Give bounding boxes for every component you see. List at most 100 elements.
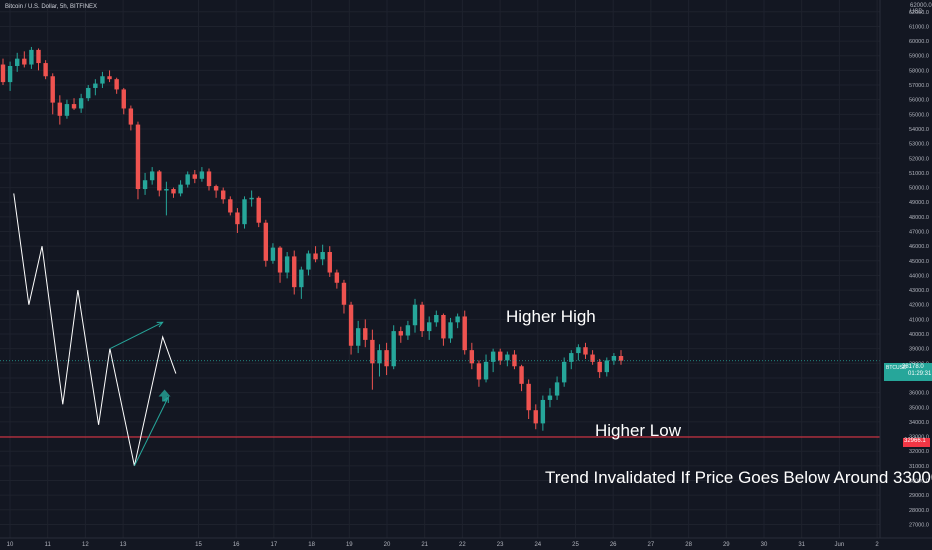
candle-body bbox=[15, 58, 20, 66]
y-tick-label: 62000.0 bbox=[909, 10, 929, 16]
candle-body bbox=[78, 98, 84, 109]
candle-body bbox=[384, 350, 389, 367]
candle-body bbox=[7, 65, 13, 83]
invalidation-label: Trend Invalidated If Price Goes Below Ar… bbox=[545, 468, 932, 487]
x-tick-label: 30 bbox=[761, 542, 768, 548]
x-tick-label: 17 bbox=[271, 542, 278, 548]
x-tick-label: 12 bbox=[82, 542, 89, 548]
candle-body bbox=[597, 361, 602, 373]
y-tick-label: 48000.0 bbox=[909, 215, 929, 221]
candle-body bbox=[221, 190, 226, 200]
candle-body bbox=[611, 356, 617, 361]
y-tick-label: 36000.0 bbox=[909, 391, 929, 397]
y-tick-label: 39000.0 bbox=[909, 347, 929, 353]
candle-body bbox=[320, 252, 325, 260]
y-tick-label: 51000.0 bbox=[909, 171, 929, 177]
y-tick-label: 61000.0 bbox=[909, 24, 929, 30]
candle-body bbox=[462, 316, 467, 351]
candle-body bbox=[107, 76, 112, 80]
candle-body bbox=[469, 350, 475, 364]
higher-high-label: Higher High bbox=[506, 307, 596, 326]
candle-body bbox=[313, 253, 318, 260]
candle-body bbox=[135, 124, 141, 190]
x-tick-label: 11 bbox=[45, 542, 52, 548]
y-tick-label: 60000.0 bbox=[909, 39, 929, 45]
candle-body bbox=[576, 347, 581, 354]
candle-body bbox=[157, 171, 162, 191]
candle-body bbox=[149, 171, 155, 181]
x-tick-label: 31 bbox=[798, 542, 805, 548]
candle-body bbox=[171, 189, 176, 194]
candle-body bbox=[455, 316, 460, 323]
candle-body bbox=[292, 256, 297, 288]
candle-body bbox=[306, 253, 311, 270]
candle-body bbox=[533, 410, 538, 424]
candle-body bbox=[142, 180, 148, 190]
x-tick-label: 23 bbox=[497, 542, 504, 548]
trend-arrow-line[interactable] bbox=[109, 321, 163, 350]
candle-body bbox=[121, 89, 126, 109]
candle-body bbox=[526, 383, 531, 411]
candle-body bbox=[50, 76, 55, 103]
candle-body bbox=[71, 104, 77, 109]
candle-body bbox=[263, 222, 269, 261]
trend-arrow-line[interactable] bbox=[133, 396, 169, 467]
y-tick-label: 46000.0 bbox=[909, 244, 929, 250]
candle-body bbox=[284, 256, 290, 273]
candle-body bbox=[348, 304, 354, 346]
x-tick-label: 15 bbox=[195, 542, 202, 548]
y-tick-label: 49000.0 bbox=[909, 200, 929, 206]
x-tick-label: 27 bbox=[648, 542, 655, 548]
candle-body bbox=[490, 351, 496, 362]
y-tick-label: 59000.0 bbox=[909, 54, 929, 60]
candle-body bbox=[178, 184, 183, 194]
candle-body bbox=[391, 331, 396, 367]
price-axis[interactable]: 27000.0 28000.0 29000.0 30000.0 31000.0 32000… bbox=[909, 10, 929, 529]
candle-body bbox=[405, 325, 411, 336]
candle-body bbox=[36, 49, 41, 64]
trend-arrow-head bbox=[156, 321, 164, 328]
candle-body bbox=[618, 356, 624, 361]
last-price-value: 38178.0 bbox=[902, 364, 924, 370]
y-tick-label: 28000.0 bbox=[909, 508, 929, 514]
y-tick-label: 29000.0 bbox=[909, 493, 929, 499]
candle-body bbox=[483, 361, 489, 380]
candle-body bbox=[57, 102, 63, 116]
time-axis[interactable]: 10 11 12 13 15 16 17 18 19 20 21 22 23 24 25 26 27 28 29 30… bbox=[7, 542, 880, 548]
candle-body bbox=[249, 197, 254, 200]
candle-body bbox=[114, 79, 119, 90]
x-tick-label: Jun bbox=[835, 542, 845, 548]
x-tick-label: 20 bbox=[384, 542, 391, 548]
candle-body bbox=[235, 212, 240, 225]
x-tick-label: 19 bbox=[346, 542, 353, 548]
grid-lines bbox=[0, 0, 880, 538]
candle-body bbox=[270, 247, 276, 261]
currency-label[interactable]: 62000.0 USD bbox=[910, 3, 932, 15]
candle-body bbox=[43, 63, 48, 77]
zigzag-pattern-line[interactable] bbox=[13, 193, 177, 466]
y-tick-label: 33000.0 bbox=[909, 435, 929, 441]
candle-body bbox=[341, 282, 347, 305]
x-tick-label: 21 bbox=[421, 542, 428, 548]
x-tick-label: 16 bbox=[233, 542, 240, 548]
y-tick-label: 45000.0 bbox=[909, 259, 929, 265]
candle-body bbox=[355, 328, 361, 346]
candle-body bbox=[398, 331, 403, 336]
candle-body bbox=[434, 314, 439, 323]
candle-body bbox=[419, 304, 425, 332]
symbol-title: Bitcoin / U.S. Dollar, 5h, BITFINEX bbox=[5, 4, 98, 10]
y-tick-label: 55000.0 bbox=[909, 112, 929, 118]
higher-low-label: Higher Low bbox=[595, 421, 681, 440]
x-tick-label: 26 bbox=[610, 542, 617, 548]
candle-body bbox=[427, 322, 432, 332]
y-tick-label: 40000.0 bbox=[909, 332, 929, 338]
candle-body bbox=[498, 351, 503, 361]
candle-body bbox=[590, 354, 595, 362]
candle-body bbox=[242, 199, 247, 225]
candle-body bbox=[185, 174, 190, 185]
candle-body bbox=[334, 272, 340, 283]
candle-body bbox=[100, 76, 105, 84]
y-tick-label: 34000.0 bbox=[909, 420, 929, 426]
y-tick-label: 57000.0 bbox=[909, 83, 929, 89]
